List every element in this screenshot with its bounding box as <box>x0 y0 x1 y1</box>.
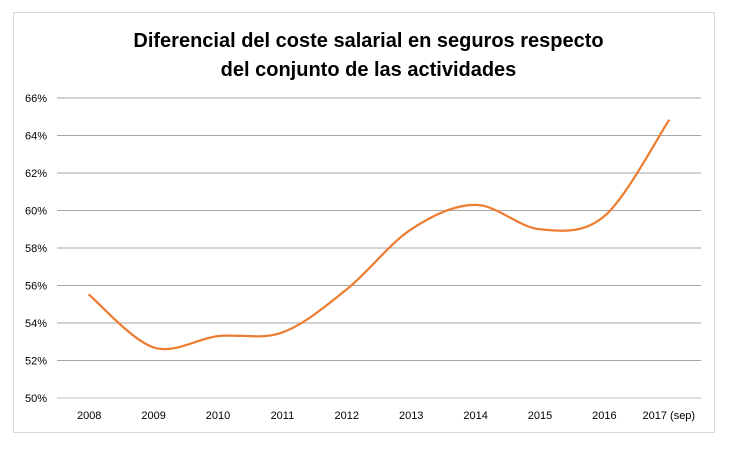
x-tick-label: 2017 (sep) <box>643 410 696 422</box>
x-tick-label: 2011 <box>271 410 295 422</box>
y-tick-label: 54% <box>25 318 47 330</box>
series-lines <box>88 119 670 351</box>
chart-frame <box>13 12 715 433</box>
y-tick-label: 52% <box>25 356 47 368</box>
x-tick-label: 2015 <box>528 410 552 422</box>
y-tick-label: 58% <box>25 243 47 255</box>
y-tick-label: 62% <box>25 168 47 180</box>
x-axis-ticks: 2008 2009 2010 2011 2012 2013 2014 2015 2016 2017… <box>77 410 695 422</box>
x-tick-label: 2008 <box>77 410 101 422</box>
y-axis-ticks: 50% 52% 54% 56% 58% 60% 62% 64% 66% <box>25 93 47 405</box>
gridlines <box>57 97 701 399</box>
series-line <box>88 119 670 351</box>
x-tick-label: 2012 <box>335 410 359 422</box>
x-tick-label: 2014 <box>463 410 487 422</box>
x-tick-label: 2010 <box>206 410 230 422</box>
y-tick-label: 50% <box>25 393 47 405</box>
y-tick-label: 64% <box>25 131 47 143</box>
chart-title: Diferencial del coste salarial en seguro… <box>133 30 604 81</box>
y-tick-label: 60% <box>25 206 47 218</box>
x-tick-label: 2016 <box>592 410 616 422</box>
x-tick-label: 2009 <box>141 410 165 422</box>
x-tick-label: 2013 <box>399 410 423 422</box>
y-tick-label: 56% <box>25 281 47 293</box>
y-tick-label: 66% <box>25 93 47 105</box>
